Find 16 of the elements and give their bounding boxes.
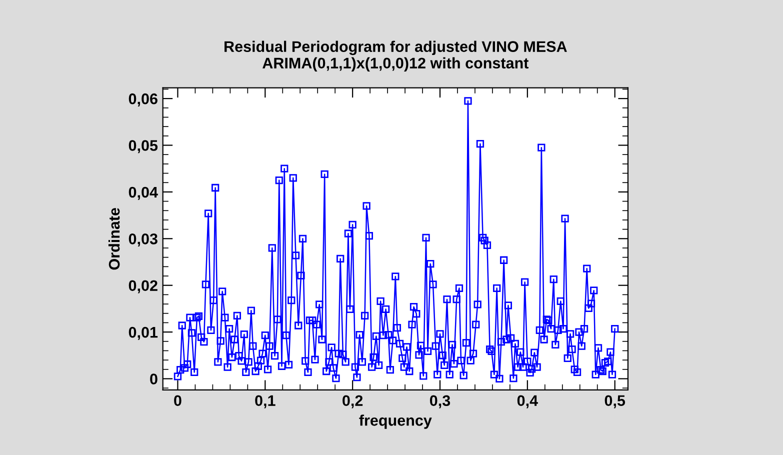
x-axis-title: frequency <box>359 414 432 429</box>
x-tick-label: 0,2 <box>342 395 363 408</box>
x-tick-label: 0,3 <box>430 395 450 408</box>
y-axis-title: Ordinate <box>108 208 120 270</box>
x-tick-label: 0,1 <box>255 395 276 408</box>
y-tick-label: 0,02 <box>128 280 158 294</box>
y-tick-label: 0,05 <box>128 140 158 154</box>
y-tick-label: 0 <box>150 374 158 384</box>
y-tick-label: 0,04 <box>128 186 158 200</box>
y-tick-label: 0,01 <box>128 326 158 340</box>
y-tick-label: 0,03 <box>128 234 158 247</box>
x-tick-label: 0,4 <box>517 395 538 408</box>
y-tick-label: 0,06 <box>128 93 158 106</box>
chart-title: Residual Periodogram for adjusted VINO MESA ARIMA(0,1,1)x(1,0,0)12 with constant <box>224 40 567 72</box>
x-tick-label: 0,5 <box>604 395 626 408</box>
x-tick-label: 0 <box>174 395 182 406</box>
